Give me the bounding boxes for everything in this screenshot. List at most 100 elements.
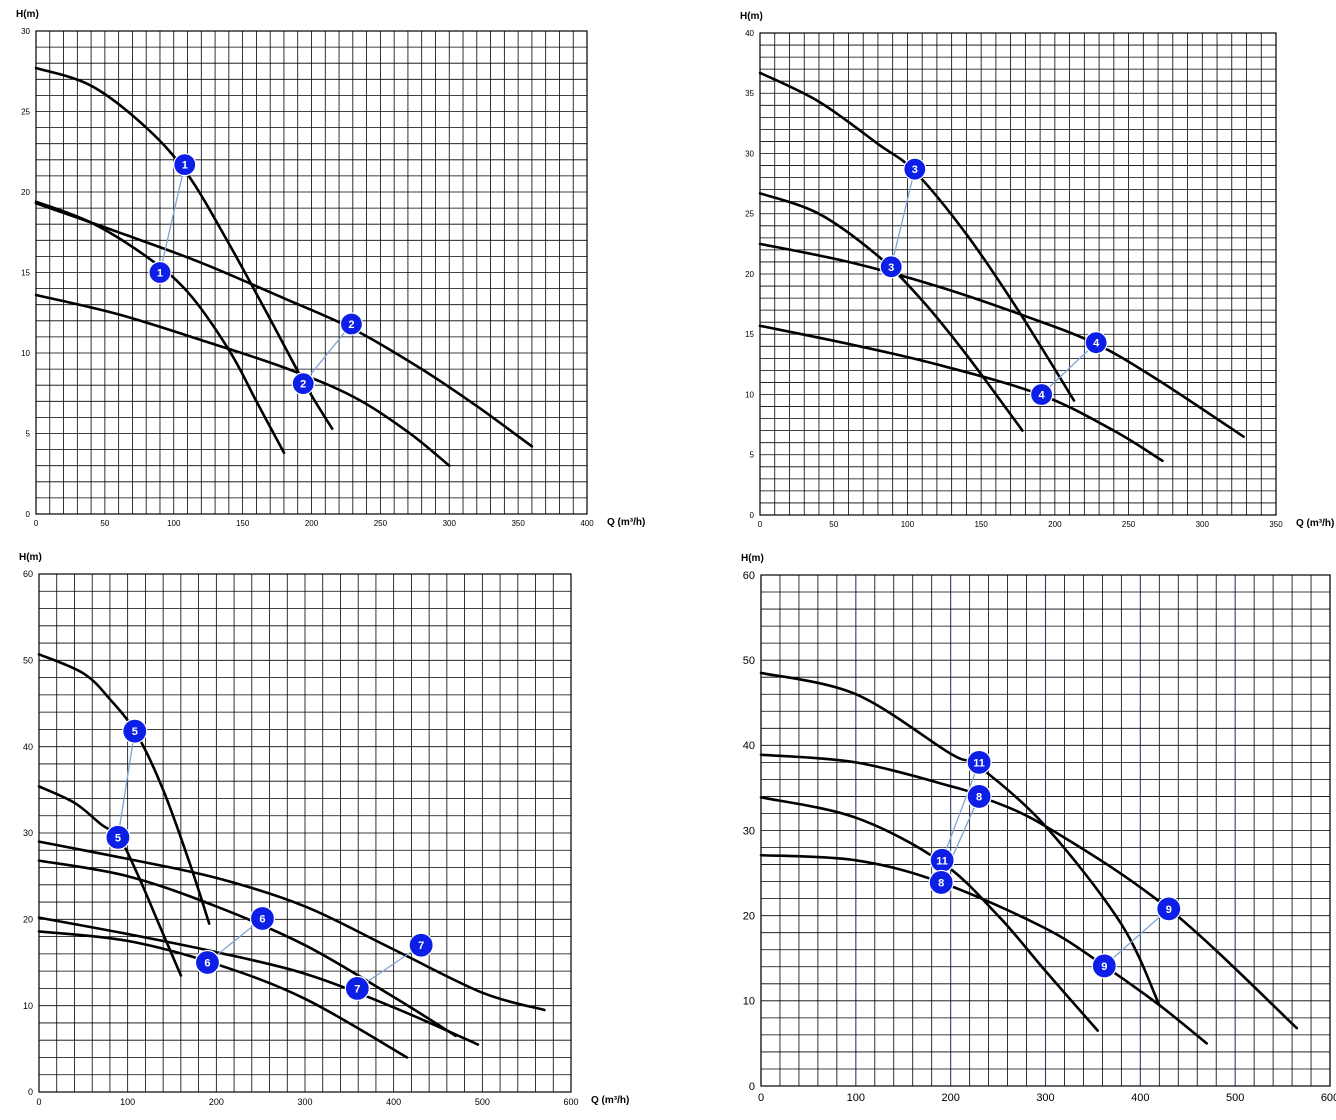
duty-point-marker: 11 (929, 847, 955, 873)
x-tick-label: 300 (443, 519, 457, 528)
x-tick-label: 350 (1269, 520, 1283, 529)
duty-point-circle (966, 749, 992, 775)
duty-point-label: 8 (976, 791, 982, 803)
pump-curve-1 (34, 66, 334, 430)
duty-point-circle (173, 153, 197, 177)
duty-point-circle (148, 260, 172, 285)
y-tick-label: 20 (743, 911, 755, 923)
pump-curve-5 (37, 916, 480, 1046)
duty-point-marker: 6 (194, 949, 221, 976)
duty-point-circle (105, 824, 131, 850)
duty-point-label: 3 (888, 262, 894, 274)
duty-point-circle (903, 157, 927, 181)
duty-link-line (117, 731, 136, 838)
duty-point-label: 11 (936, 855, 948, 867)
y-tick-label: 5 (750, 451, 755, 460)
duty-point-marker: 1 (148, 260, 172, 285)
duty-point-marker: 7 (408, 932, 434, 958)
duty-point-marker: 2 (291, 371, 315, 396)
duty-point-label: 5 (115, 832, 121, 844)
duty-point-circle (194, 949, 221, 976)
duty-point-label: 6 (259, 913, 265, 925)
chart-4: 0 100 200 300 400 500 600 0 10 20 30 40 50 60 H(m) 11 11… (741, 553, 1336, 1104)
x-tick-label: 600 (1321, 1092, 1336, 1104)
x-tick-label: 0 (758, 520, 763, 529)
duty-point-circle (249, 905, 276, 932)
duty-point-label: 9 (1166, 904, 1172, 916)
duty-point-circle (1084, 331, 1108, 355)
y-tick-label: 25 (745, 210, 754, 219)
duty-point-marker: 6 (249, 905, 276, 932)
y-tick-label: 35 (745, 89, 754, 98)
grid (759, 32, 1277, 516)
y-tick-label: 0 (749, 1081, 755, 1093)
x-tick-label: 50 (829, 520, 838, 529)
x-axis-label: Q (m³/h) (607, 517, 645, 528)
y-tick-label: 20 (745, 270, 754, 279)
duty-point-marker: 2 (339, 312, 364, 336)
duty-point-marker: 5 (122, 718, 148, 744)
x-tick-label: 350 (511, 519, 525, 528)
duty-point-marker: 3 (903, 157, 927, 181)
duty-point-circle (966, 783, 992, 810)
y-tick-label: 30 (743, 825, 755, 837)
x-tick-label: 500 (475, 1097, 490, 1107)
x-tick-label: 300 (1196, 520, 1210, 529)
x-tick-label: 0 (36, 1097, 41, 1107)
y-tick-label: 15 (21, 268, 30, 277)
x-tick-label: 600 (563, 1097, 578, 1107)
duty-point-label: 5 (132, 726, 138, 738)
y-tick-label: 0 (750, 511, 755, 520)
x-tick-label: 0 (34, 519, 39, 528)
y-tick-label: 40 (743, 740, 755, 752)
plot-frame (38, 573, 572, 1093)
duty-point-label: 4 (1039, 390, 1046, 402)
x-tick-label: 50 (100, 519, 109, 528)
duty-point-label: 4 (1093, 338, 1100, 350)
y-tick-label: 10 (745, 390, 754, 399)
x-tick-label: 0 (758, 1092, 764, 1104)
y-tick-label: 40 (23, 742, 33, 752)
pump-curve-4 (34, 293, 451, 467)
y-tick-label: 30 (23, 828, 33, 838)
duty-point-label: 9 (1101, 961, 1107, 973)
y-tick-label: 40 (745, 29, 754, 38)
plot-frame (760, 574, 1331, 1087)
y-tick-label: 50 (743, 655, 755, 667)
duty-point-circle (928, 869, 954, 896)
y-tick-label: 60 (743, 570, 755, 582)
pump-curve-3 (759, 796, 1099, 1032)
x-tick-label: 250 (1122, 520, 1136, 529)
duty-point-circle (1029, 382, 1054, 407)
duty-point-label: 3 (912, 164, 918, 176)
duty-point-marker: 4 (1029, 382, 1054, 407)
y-tick-label: 10 (743, 996, 755, 1008)
duty-point-circle (291, 371, 315, 396)
x-tick-label: 250 (374, 519, 388, 528)
x-tick-label: 300 (1036, 1092, 1054, 1104)
duty-link-line (1041, 342, 1097, 395)
y-tick-label: 10 (23, 1001, 33, 1011)
duty-point-marker: 9 (1156, 896, 1182, 922)
pump-curve-3 (758, 242, 1245, 438)
chart-1: 0 50 100 150 200 250 300 350 400 0 5 10 15 20 25 30 H(m)… (16, 9, 645, 528)
duty-point-label: 1 (182, 160, 188, 172)
x-tick-label: 500 (1226, 1092, 1244, 1104)
duty-link-line (356, 944, 422, 989)
duty-point-label: 11 (973, 757, 985, 769)
pump-curve-3 (37, 840, 546, 1012)
x-tick-label: 400 (580, 519, 594, 528)
duty-point-marker: 8 (966, 783, 992, 810)
y-tick-label: 15 (745, 330, 754, 339)
y-axis-label: H(m) (740, 11, 763, 22)
y-tick-label: 20 (23, 914, 33, 924)
duty-point-marker: 7 (344, 975, 370, 1002)
duty-point-label: 6 (204, 958, 210, 970)
x-tick-label: 300 (297, 1097, 312, 1107)
pump-curve-1 (758, 71, 1076, 402)
pump-curve-2 (758, 192, 1024, 432)
duty-point-circle (122, 718, 148, 744)
y-tick-label: 0 (26, 510, 31, 519)
y-tick-label: 60 (23, 569, 33, 579)
duty-point-circle (344, 975, 370, 1002)
